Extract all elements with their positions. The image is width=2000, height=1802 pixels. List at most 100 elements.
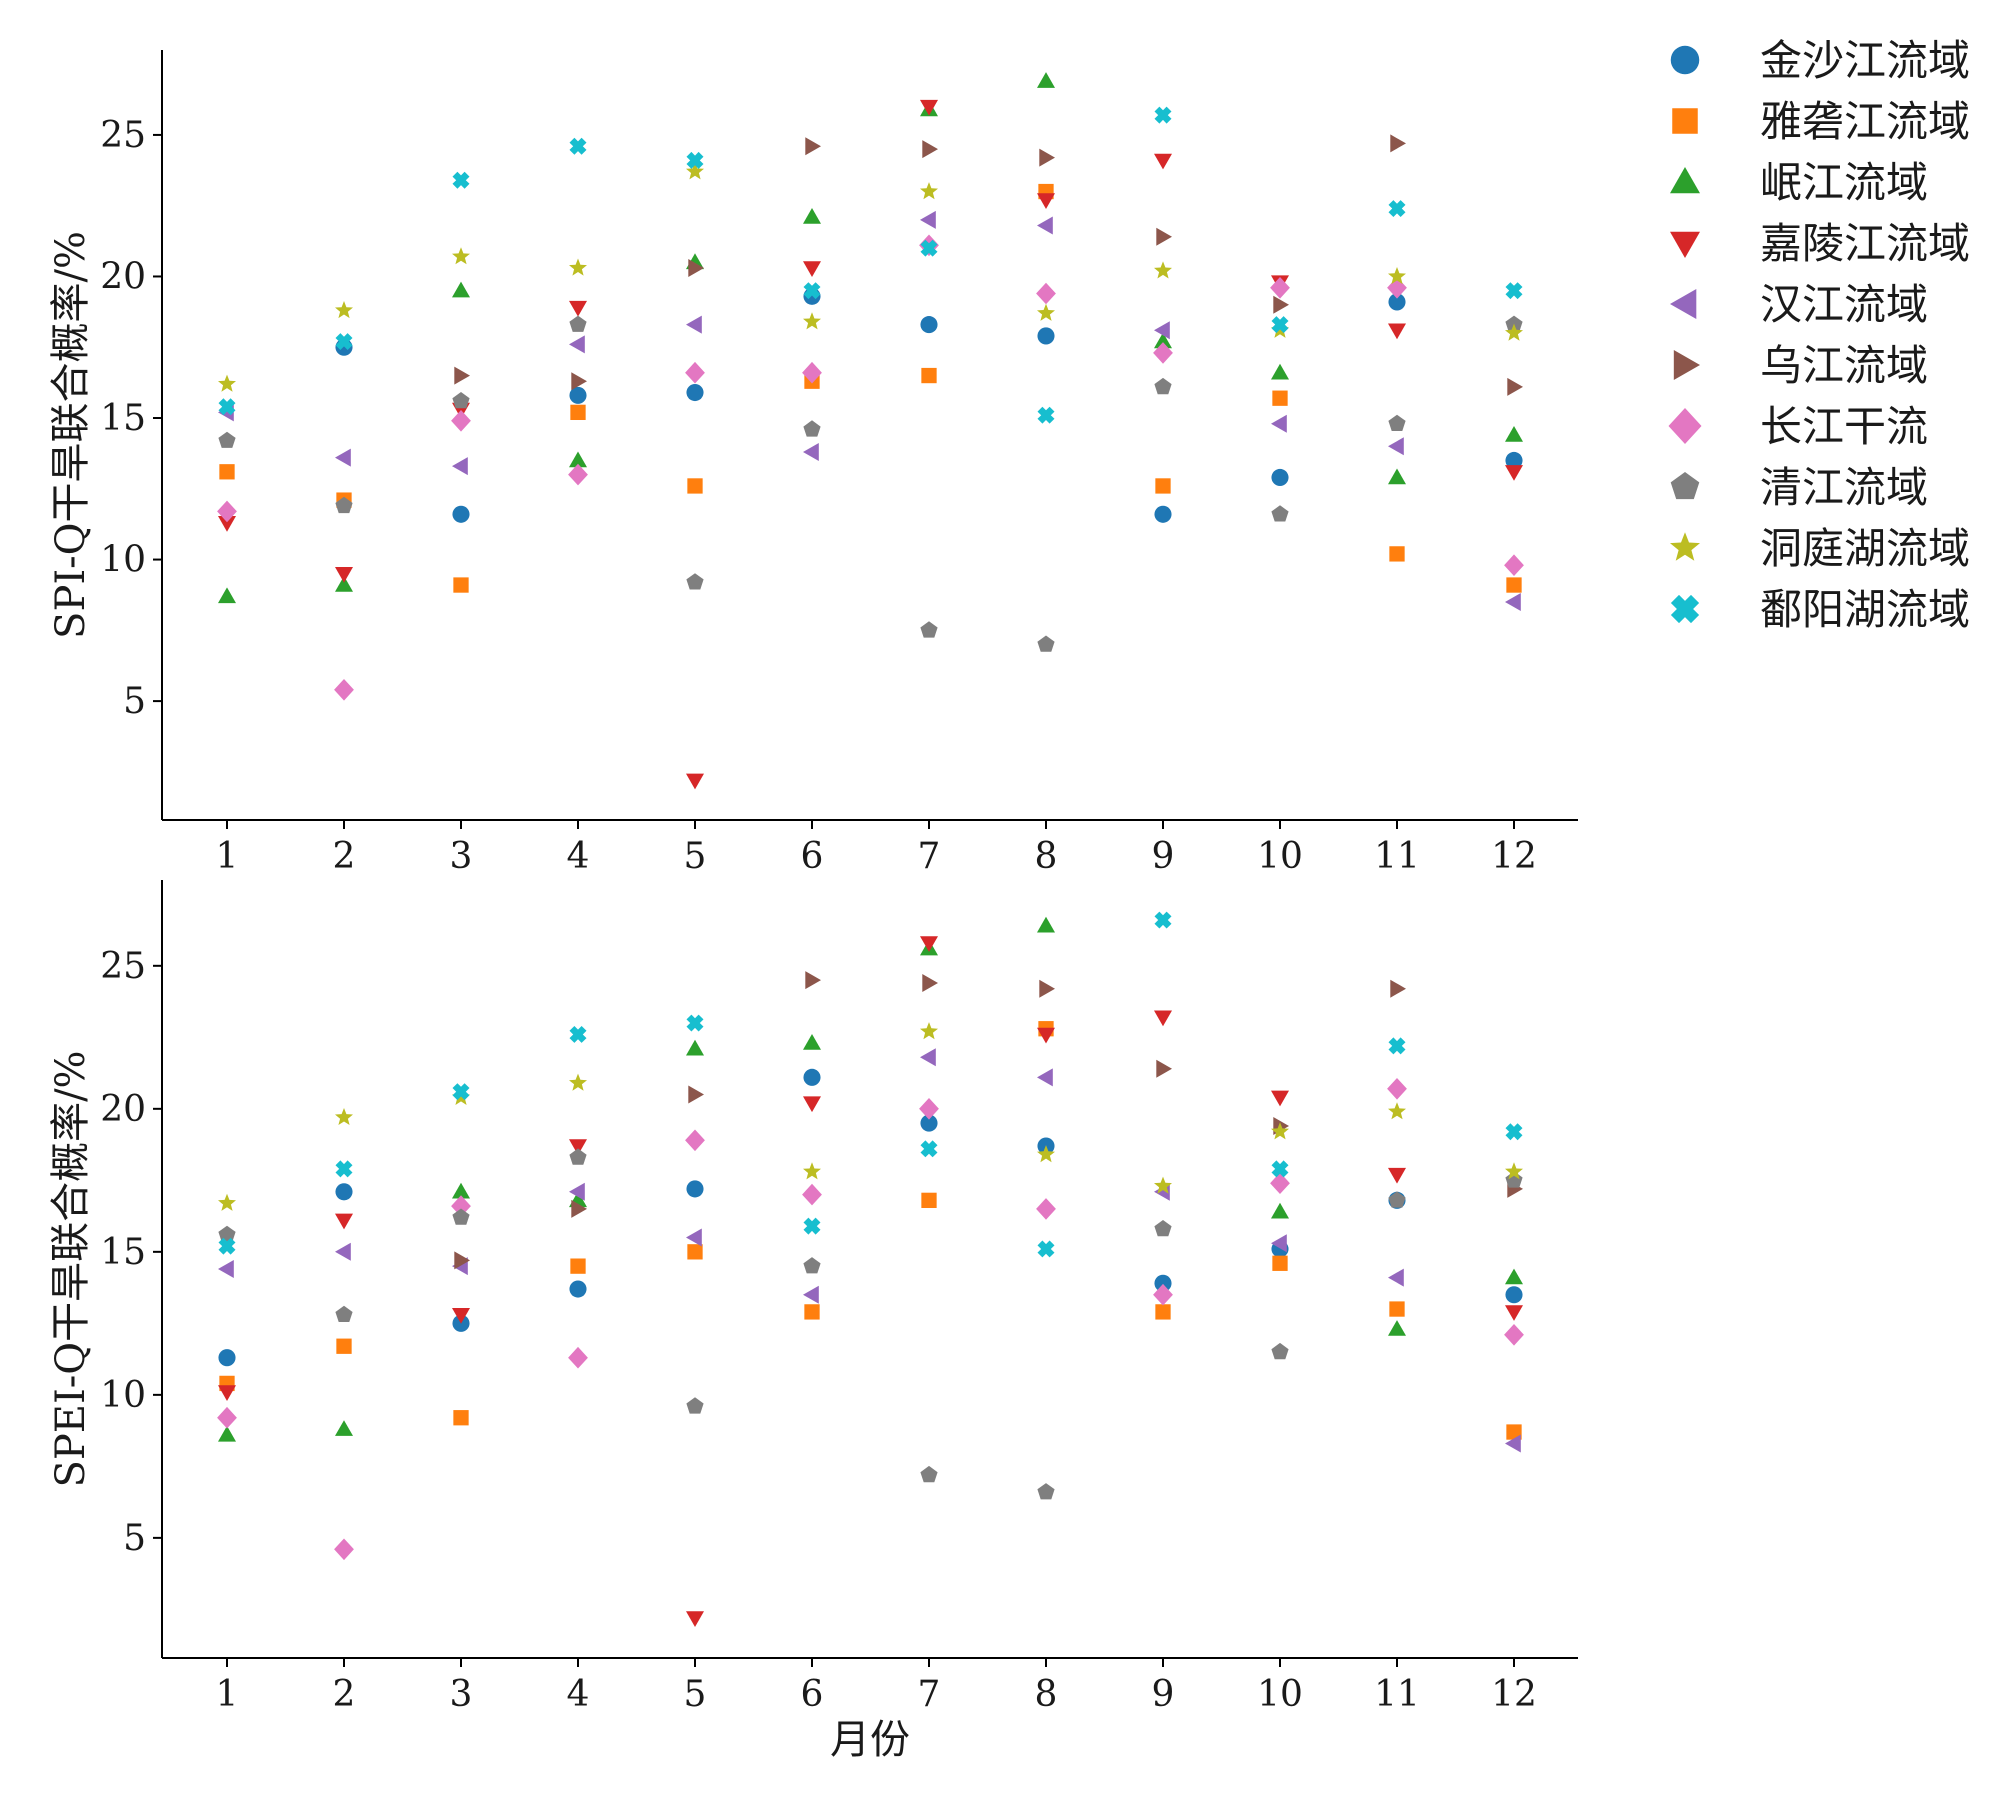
data-point (1505, 1305, 1523, 1321)
x-tick-label: 10 (1257, 836, 1303, 877)
data-point (218, 1225, 236, 1242)
data-point (218, 587, 236, 604)
data-point (1271, 505, 1289, 522)
data-point (1153, 342, 1173, 364)
legend-label: 雅砻江流域 (1760, 97, 1970, 146)
data-point (1154, 1274, 1172, 1292)
data-point (335, 1213, 353, 1230)
data-point (1388, 267, 1406, 285)
data-point (803, 1257, 821, 1274)
data-point (1273, 295, 1289, 314)
data-point (1271, 1160, 1289, 1178)
data-point (686, 773, 704, 790)
data-point (1156, 1059, 1172, 1078)
y-tick-label: 10 (100, 540, 146, 581)
data-point (1390, 979, 1406, 998)
data-point (1388, 1102, 1406, 1120)
data-point (920, 239, 938, 257)
data-point (217, 500, 237, 523)
data-point (569, 1139, 587, 1155)
x-tick-label: 3 (450, 836, 473, 877)
data-point (569, 1280, 587, 1298)
data-point (1388, 437, 1404, 456)
data-point (920, 1022, 938, 1040)
data-point (1037, 635, 1055, 652)
y-axis-title: SPEI-Q干旱联合概率/% (48, 1050, 94, 1487)
data-point (335, 496, 353, 514)
data-point (920, 99, 938, 116)
data-point (335, 1305, 353, 1322)
data-point (1505, 282, 1523, 300)
x-tick-label: 7 (918, 1674, 941, 1715)
y-tick-label: 25 (100, 115, 146, 156)
data-point (570, 404, 586, 421)
legend-label: 嘉陵江流域 (1760, 219, 1970, 268)
data-point (218, 431, 236, 448)
legend-label: 汉江流域 (1760, 280, 1928, 329)
legend-label: 鄱阳湖流域 (1760, 585, 1970, 634)
data-point (803, 1068, 821, 1086)
data-point (452, 392, 470, 409)
y-tick-label: 20 (100, 1089, 146, 1130)
data-point (1271, 1202, 1289, 1219)
data-point (686, 383, 704, 402)
data-point (1387, 1078, 1407, 1100)
data-point (1036, 282, 1056, 305)
data-point (335, 333, 353, 350)
data-point (1037, 916, 1055, 933)
legend-marker (1672, 108, 1698, 134)
data-point (1156, 227, 1172, 246)
data-point (219, 464, 235, 480)
data-point (1506, 1424, 1522, 1440)
legend-label: 金沙江流域 (1760, 36, 1970, 85)
data-point (335, 1108, 353, 1125)
data-point (569, 386, 587, 404)
data-point (1271, 1234, 1287, 1253)
data-point (1155, 478, 1171, 494)
data-point (1388, 468, 1406, 485)
data-point (803, 1217, 821, 1235)
data-point (1154, 1010, 1172, 1027)
data-point (1390, 134, 1406, 153)
data-point (1037, 303, 1055, 321)
legend-marker (1670, 472, 1700, 500)
x-tick-label: 2 (333, 836, 356, 877)
data-point (335, 301, 353, 319)
data-point (451, 1195, 471, 1217)
data-point (571, 1199, 587, 1218)
legend-marker (1668, 408, 1702, 444)
data-point (569, 1182, 585, 1201)
data-point (218, 1425, 236, 1442)
data-point (452, 1083, 470, 1101)
data-point (686, 1397, 704, 1414)
y-tick-label: 5 (123, 681, 146, 722)
data-point (1388, 323, 1406, 340)
y-tick-label: 25 (100, 946, 146, 987)
x-tick-label: 6 (801, 1674, 824, 1715)
data-point (1388, 1191, 1406, 1208)
data-point (920, 1114, 938, 1132)
data-point (1271, 363, 1289, 380)
data-point (685, 361, 705, 384)
data-point (453, 577, 469, 593)
data-point (1037, 1240, 1055, 1258)
x-tick-label: 11 (1374, 1674, 1420, 1715)
data-point (336, 1338, 352, 1354)
data-point (1037, 327, 1055, 345)
data-point (218, 398, 236, 416)
legend-label: 清江流域 (1760, 463, 1928, 512)
data-point (218, 1385, 236, 1401)
legend-marker (1670, 45, 1700, 75)
data-point (452, 171, 470, 189)
data-point (1155, 1304, 1171, 1320)
data-point (1271, 1342, 1289, 1360)
data-point (453, 1410, 469, 1426)
data-point (1504, 554, 1524, 576)
data-point (1505, 1162, 1523, 1180)
data-point (1037, 193, 1055, 209)
legend-label: 长江干流 (1760, 402, 1928, 451)
data-point (921, 1192, 937, 1209)
data-point (1154, 321, 1170, 340)
